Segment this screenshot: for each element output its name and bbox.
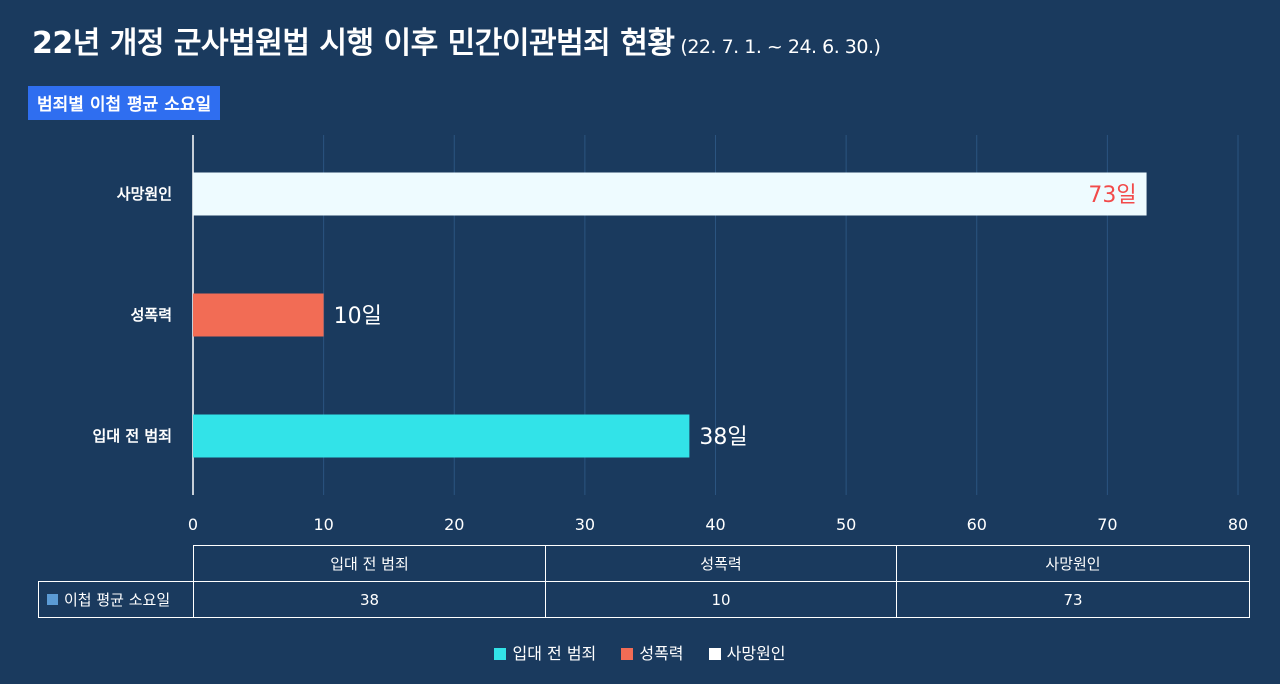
table-row: 이첩 평균 소요일 38 10 73 bbox=[38, 581, 1250, 618]
table-cell-0: 38 bbox=[193, 581, 546, 618]
x-tick-label: 50 bbox=[836, 515, 856, 534]
table-header-row: 입대 전 범죄 성폭력 사망원인 bbox=[38, 545, 1250, 582]
bar bbox=[193, 414, 690, 458]
table-cell-1: 10 bbox=[545, 581, 897, 618]
table-row-label: 이첩 평균 소요일 bbox=[38, 581, 194, 618]
series-swatch-icon bbox=[47, 594, 58, 605]
table-cell-2: 73 bbox=[896, 581, 1250, 618]
bar bbox=[193, 172, 1147, 216]
data-label: 10일 bbox=[334, 304, 382, 329]
legend-label: 사망원인 bbox=[726, 644, 786, 663]
legend-swatch-icon bbox=[621, 648, 634, 660]
y-category-label: 성폭력 bbox=[131, 306, 172, 324]
subtitle: (22. 7. 1. ~ 24. 6. 30.) bbox=[680, 36, 881, 58]
title-text: 22년 개정 군사법원법 시행 이후 민간이관범죄 현황 bbox=[32, 26, 675, 61]
legend-item-1: 성폭력 bbox=[621, 640, 684, 664]
table-header-1: 성폭력 bbox=[545, 545, 897, 582]
x-tick-label: 70 bbox=[1097, 515, 1117, 534]
legend-item-0: 입대 전 범죄 bbox=[494, 640, 596, 664]
x-tick-label: 60 bbox=[967, 515, 987, 534]
bar bbox=[193, 293, 324, 337]
data-label: 73일 bbox=[1088, 183, 1136, 208]
x-tick-label: 0 bbox=[188, 515, 198, 534]
x-tick-label: 40 bbox=[705, 515, 725, 534]
legend-swatch-icon bbox=[494, 648, 507, 660]
chart-legend: 입대 전 범죄 성폭력 사망원인 bbox=[0, 640, 1280, 664]
legend-label: 성폭력 bbox=[639, 644, 684, 663]
row-label-text: 이첩 평균 소요일 bbox=[64, 591, 171, 609]
legend-item-2: 사망원인 bbox=[708, 640, 786, 664]
x-tick-label: 80 bbox=[1228, 515, 1248, 534]
table-corner bbox=[38, 545, 194, 582]
page-title: 22년 개정 군사법원법 시행 이후 민간이관범죄 현황 (22. 7. 1. ~… bbox=[32, 18, 881, 62]
legend-label: 입대 전 범죄 bbox=[512, 644, 597, 663]
chart-badge: 범죄별 이첩 평균 소요일 bbox=[28, 86, 221, 120]
y-category-label: 입대 전 범죄 bbox=[93, 427, 172, 445]
legend-swatch-icon bbox=[708, 648, 721, 660]
x-tick-label: 10 bbox=[313, 515, 333, 534]
data-table: 입대 전 범죄 성폭력 사망원인 이첩 평균 소요일 38 10 73 bbox=[38, 545, 1250, 618]
table-header-0: 입대 전 범죄 bbox=[193, 545, 546, 582]
x-tick-label: 20 bbox=[444, 515, 464, 534]
y-category-label: 사망원인 bbox=[117, 185, 172, 203]
x-tick-label: 30 bbox=[575, 515, 595, 534]
bar-chart: 0 10 20 30 40 50 60 70 80 입대 전 범죄 38일 성폭력 10일 사망원인 73일 bbox=[93, 135, 1248, 534]
data-label: 38일 bbox=[699, 425, 747, 450]
table-header-2: 사망원인 bbox=[896, 545, 1250, 582]
